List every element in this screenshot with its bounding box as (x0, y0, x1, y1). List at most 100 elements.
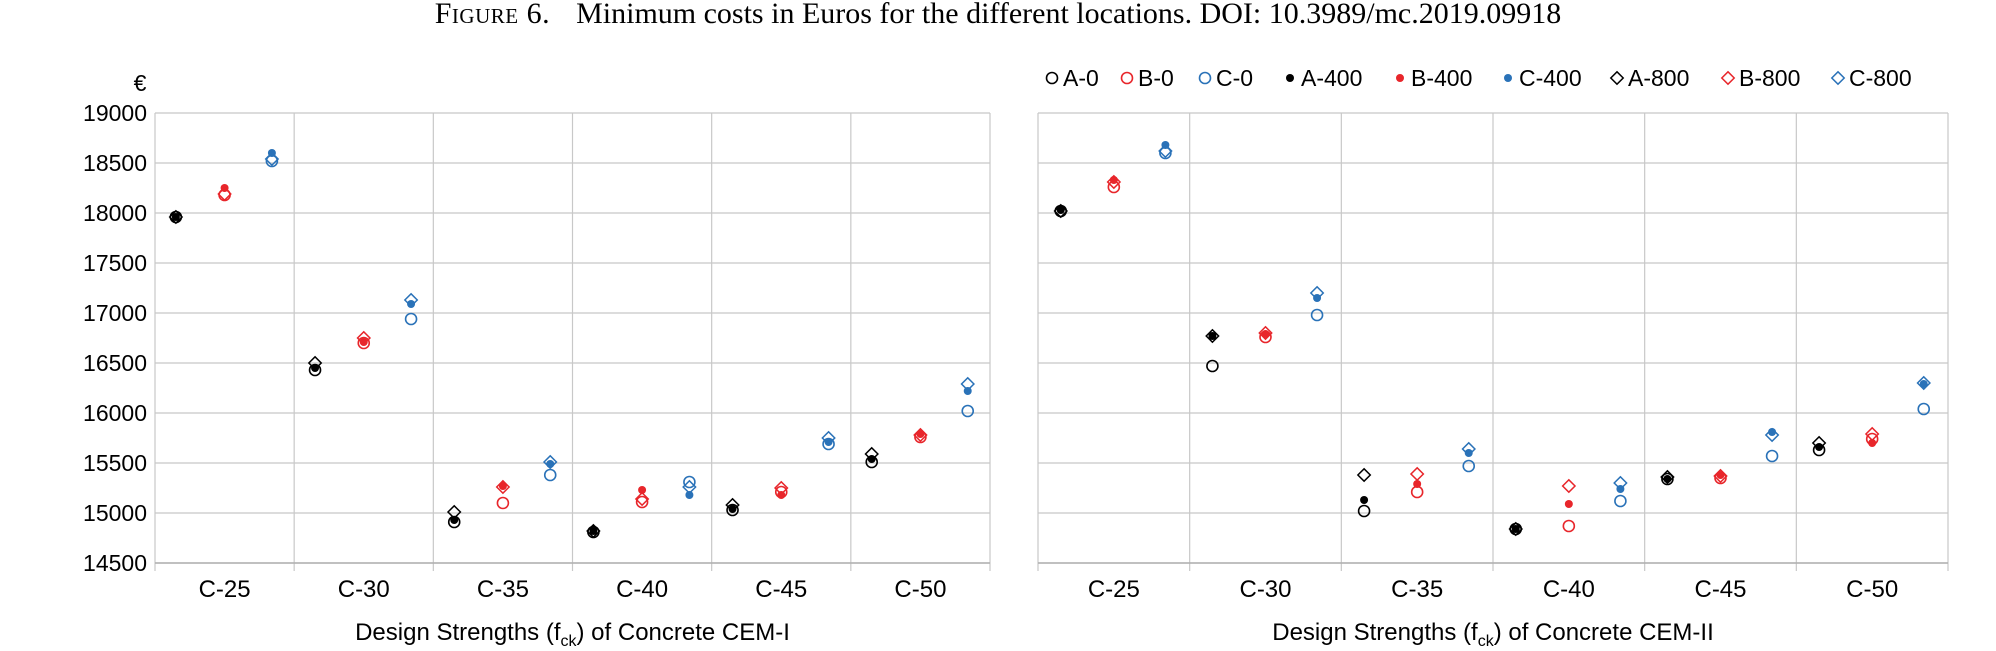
point-a-0-c-45 (1661, 472, 1674, 486)
figure-caption: Figure 6. Minimum costs in Euros for the … (0, 0, 1996, 44)
legend-label-c-400: C-400 (1519, 65, 1582, 91)
point-c-400-c-35 (546, 460, 555, 468)
legend-item-c-800: C-800 (1830, 65, 1912, 91)
point-b-800-c-30 (1258, 325, 1273, 341)
legend-marker-a-0 (1045, 71, 1059, 85)
y-tick-label-17000: 17000 (83, 300, 147, 326)
point-a-400-c-30 (1208, 332, 1217, 340)
data-points (168, 149, 975, 539)
x-axis-title-tail: ) of Concrete CEM-I (577, 619, 790, 646)
point-b-400-c-40 (638, 486, 647, 494)
point-b-0-c-40 (635, 495, 649, 509)
legend-label-b-400: B-400 (1411, 65, 1472, 91)
point-b-400-c-40 (1564, 500, 1573, 508)
point-c-800-c-35 (542, 454, 558, 470)
x-axis-title: Design Strengths (fck) of Concrete CEM-I… (1272, 619, 1714, 650)
gridlines (154, 112, 991, 571)
point-c-0-c-50 (1917, 402, 1931, 416)
legend-label-b-0: B-0 (1138, 65, 1174, 91)
y-tick-label-19000: 19000 (83, 100, 147, 126)
point-c-800-c-40 (1613, 475, 1628, 491)
legend-marker-c-0 (1198, 71, 1212, 85)
point-b-0-c-30 (357, 336, 371, 350)
point-c-400-c-45 (824, 438, 833, 446)
point-c-400-c-30 (407, 300, 416, 308)
point-b-400-c-30 (1261, 330, 1270, 338)
legend-item-a-400: A-400 (1286, 65, 1362, 91)
x-tick-label-c-40: C-40 (616, 576, 668, 603)
point-a-400-c-45 (1663, 475, 1672, 483)
point-a-400-c-35 (1360, 496, 1369, 504)
legend-item-b-400: B-400 (1396, 65, 1472, 91)
gridlines (1037, 112, 1949, 571)
legend-item-c-400: C-400 (1504, 65, 1582, 91)
point-b-400-c-50 (916, 430, 925, 438)
y-tick-label-15500: 15500 (83, 450, 147, 476)
x-tick-label-c-40: C-40 (1543, 576, 1595, 603)
y-tick-label-18000: 18000 (83, 200, 147, 226)
x-axis-title-subscript: ck (1478, 633, 1495, 650)
point-c-0-c-40 (683, 475, 696, 489)
point-b-400-c-45 (1716, 471, 1725, 479)
y-tick-label-14500: 14500 (83, 550, 147, 576)
point-b-800-c-25 (1106, 174, 1122, 190)
y-tick-label-16000: 16000 (83, 400, 147, 426)
x-axis-title: Design Strengths (fck) of Concrete CEM-I (355, 619, 790, 650)
legend-label-b-800: B-800 (1739, 65, 1800, 91)
point-b-800-c-40 (634, 491, 650, 507)
x-tick-label-c-30: C-30 (1239, 576, 1291, 603)
point-b-0-c-40 (1562, 519, 1576, 533)
point-b-800-c-30 (356, 330, 372, 346)
point-c-800-c-25 (264, 151, 280, 167)
legend-marker-c-800 (1830, 70, 1846, 86)
point-c-800-c-45 (821, 430, 836, 446)
point-a-800-c-25 (168, 209, 184, 225)
point-b-0-c-35 (1410, 485, 1424, 499)
point-c-400-c-40 (685, 491, 694, 499)
legend-marker-a-400 (1286, 74, 1294, 82)
figure-caption-text: Minimum costs in Euros for the different… (576, 0, 1562, 30)
legend-label-c-800: C-800 (1849, 65, 1912, 91)
point-b-400-c-35 (498, 482, 507, 490)
point-b-400-c-35 (1413, 480, 1422, 488)
point-a-800-c-40 (586, 523, 601, 539)
legend-marker-b-0 (1120, 71, 1134, 85)
x-tick-label-c-45: C-45 (755, 576, 807, 603)
point-a-400-c-40 (589, 527, 598, 535)
point-c-800-c-45 (1764, 427, 1780, 443)
chart-panel-cem-ii: C-25 C-30 C-35 C-40 C-45 C-50 Design Strengths… (1037, 112, 1949, 650)
legend-label-a-800: A-800 (1628, 65, 1689, 91)
point-c-800-c-50 (960, 376, 975, 392)
point-a-800-c-30 (1205, 328, 1220, 344)
legend-label-a-0: A-0 (1063, 65, 1099, 91)
point-b-800-c-25 (217, 186, 232, 202)
x-axis-title-subscript: ck (561, 633, 578, 650)
point-b-800-c-50 (1864, 426, 1880, 442)
legend-marker-b-800 (1720, 70, 1736, 86)
point-a-400-c-25 (171, 213, 180, 221)
point-c-800-c-30 (403, 292, 419, 308)
point-b-800-c-35 (1409, 466, 1425, 482)
point-a-400-c-30 (311, 364, 320, 372)
y-tick-label-17500: 17500 (83, 250, 147, 276)
point-c-0-c-35 (1462, 459, 1476, 473)
x-axis-title-tail: ) of Concrete CEM-II (1494, 619, 1714, 646)
point-b-400-c-30 (359, 338, 368, 346)
point-c-800-c-30 (1309, 285, 1325, 301)
y-tick-label-15000: 15000 (83, 500, 147, 526)
legend-marker-a-800 (1609, 70, 1625, 86)
point-b-800-c-45 (773, 480, 789, 496)
point-b-800-c-50 (913, 427, 928, 443)
point-b-0-c-35 (496, 496, 510, 510)
point-c-400-c-35 (1464, 449, 1473, 457)
x-axis-title-main: Design Strengths (f (355, 619, 561, 646)
x-tick-label-c-25: C-25 (199, 576, 251, 603)
point-c-0-c-40 (1614, 494, 1627, 508)
y-tick-label-18500: 18500 (83, 150, 147, 176)
x-tick-label-c-30: C-30 (338, 576, 390, 603)
point-c-0-c-50 (961, 404, 975, 418)
y-axis-unit-label: € (134, 70, 147, 96)
point-b-800-c-35 (495, 479, 511, 495)
point-b-800-c-45 (1713, 468, 1728, 484)
